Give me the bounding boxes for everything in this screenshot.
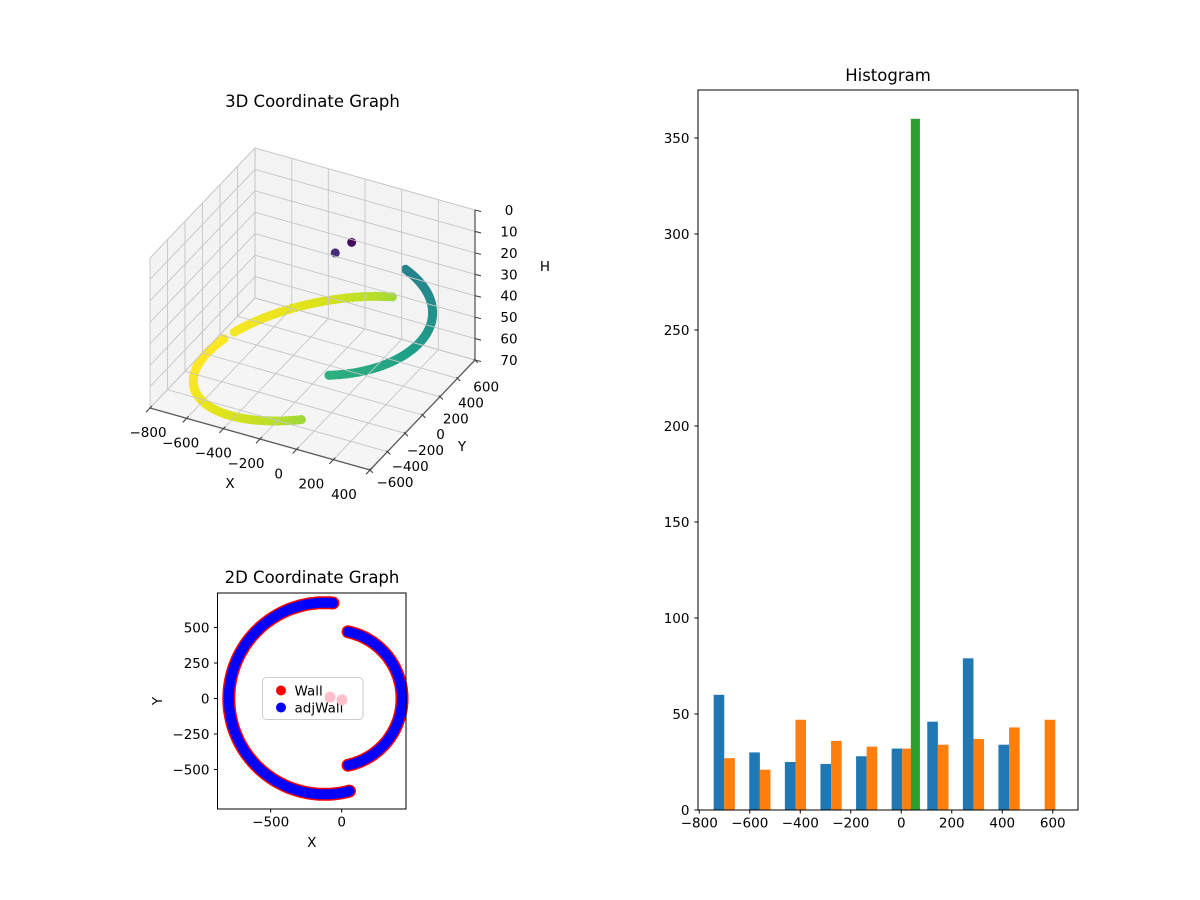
y-tick-label: 200 <box>443 411 469 427</box>
plot3d-title: 3D Coordinate Graph <box>225 92 400 111</box>
x-tick-label: −800 <box>129 425 166 441</box>
legend-box <box>262 677 364 720</box>
x-tick-label: 400 <box>989 816 1015 832</box>
y-tick-label: 300 <box>664 227 690 243</box>
y-tick-label: 400 <box>458 395 484 411</box>
x-tick-label: 0 <box>274 466 283 482</box>
bar <box>973 738 985 810</box>
y-tick-label: −500 <box>172 762 209 778</box>
axes-background <box>698 90 1078 810</box>
scatter2d-series-adjWall <box>223 597 407 800</box>
z-tick-label: 10 <box>500 224 517 240</box>
plot3d-ticks: −800−600−400−2000200400−600−400−20002004… <box>129 203 550 503</box>
scatter2d-axes: −500 0 −500 −250 0 250 500 X Y <box>150 592 407 851</box>
x-tick-label: 200 <box>298 477 324 493</box>
z-tick-label: 20 <box>500 246 517 262</box>
x-tick-label: −400 <box>782 816 819 832</box>
y-tick-label: 150 <box>664 515 690 531</box>
x-tick-label: −200 <box>832 816 869 832</box>
bar <box>820 763 832 810</box>
legend-label: adjWall <box>295 700 344 716</box>
x-tick-label: −200 <box>227 456 264 472</box>
bar <box>902 748 913 810</box>
y-tick-label: −600 <box>376 475 413 491</box>
scatter2d-xlabel: X <box>307 835 316 851</box>
x-tick-label: 400 <box>331 487 357 503</box>
z-tick-label: 70 <box>500 353 517 369</box>
x-tick-label: 600 <box>1040 816 1066 832</box>
bar <box>724 758 735 810</box>
green-bar <box>910 118 920 811</box>
y-tick-label: 250 <box>184 656 210 672</box>
bar <box>713 694 725 810</box>
z-tick-label: 60 <box>500 332 517 348</box>
y-tick-label: 100 <box>664 611 690 627</box>
bar <box>1044 719 1056 810</box>
x-tick-label: −600 <box>731 816 768 832</box>
bar <box>831 740 842 810</box>
bar <box>866 746 878 810</box>
histogram-title: Histogram <box>845 66 931 85</box>
plot3d-xlabel: X <box>225 476 234 492</box>
z-tick-label: 0 <box>505 203 514 219</box>
x-tick-label: −500 <box>252 815 289 831</box>
histogram-group: −800 −600 −400 −200 0 200 400 600 0 50 100 150 200 25… <box>664 89 1079 832</box>
x-tick-label: 0 <box>897 816 906 832</box>
plot3d-adjwall-arc <box>324 264 438 380</box>
y-tick-label: 0 <box>681 803 690 819</box>
x-tick-label: −600 <box>162 435 199 451</box>
bar <box>962 658 974 810</box>
x-tick-label: −800 <box>681 816 718 832</box>
x-tick-label: −400 <box>195 446 232 462</box>
y-tick-label: 200 <box>664 419 690 435</box>
y-tick-label: 500 <box>184 620 210 636</box>
bar <box>784 762 796 810</box>
y-tick-label: −200 <box>407 443 444 459</box>
legend-marker <box>276 685 286 696</box>
plot3d-zlabel: H <box>540 259 550 275</box>
bar <box>998 744 1010 810</box>
x-tick-label: 200 <box>939 816 965 832</box>
scatter2d-title: 2D Coordinate Graph <box>224 568 400 587</box>
bar <box>1009 727 1020 810</box>
scatter2d-start-points <box>324 691 348 706</box>
z-tick-label: 30 <box>500 267 517 283</box>
y-tick-label: 250 <box>664 323 690 339</box>
y-tick-label: −250 <box>172 727 209 743</box>
bar <box>927 721 938 810</box>
y-tick-label: 0 <box>436 427 445 443</box>
z-tick-label: 40 <box>500 289 517 305</box>
x-tick-label: 0 <box>337 815 346 831</box>
z-tick-label: 50 <box>500 310 517 326</box>
bar <box>937 744 949 810</box>
bar <box>856 756 867 810</box>
plot3d-axes-group: −800−600−400−2000200400−600−400−20002004… <box>129 146 550 503</box>
hist-series-blue <box>713 658 1010 810</box>
scatter2d-ylabel: Y <box>150 696 166 706</box>
y-tick-label: 50 <box>672 707 689 723</box>
y-tick-label: 350 <box>664 131 690 147</box>
y-tick-label: 0 <box>201 691 210 707</box>
bar <box>795 719 807 810</box>
plot3d-ylabel: Y <box>457 439 467 455</box>
legend-label: Wall <box>295 683 323 699</box>
y-tick-label: 600 <box>473 379 499 395</box>
hist-series-orange <box>724 719 1056 810</box>
y-tick-label: −400 <box>392 459 429 475</box>
bar <box>749 752 760 810</box>
legend-marker <box>276 702 286 713</box>
bar <box>759 769 771 810</box>
bar <box>891 748 903 810</box>
histogram-axes: −800 −600 −400 −200 0 200 400 600 0 50 100 150 200 25… <box>664 89 1079 832</box>
